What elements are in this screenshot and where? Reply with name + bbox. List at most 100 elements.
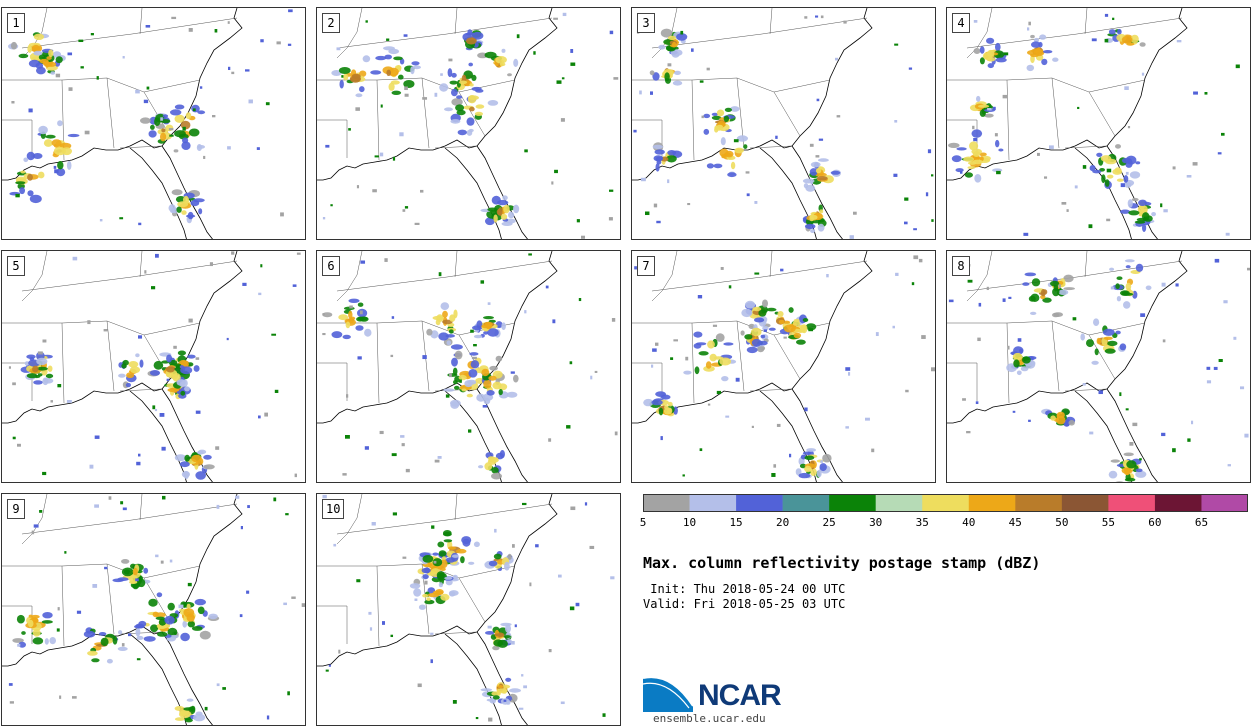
scattered-echo [274, 389, 279, 393]
scattered-echo [533, 51, 536, 55]
scattered-echo [512, 544, 515, 548]
scattered-echo [594, 370, 598, 373]
reflectivity-cell [176, 206, 182, 213]
scattered-echo [773, 464, 777, 468]
reflectivity-cell [658, 44, 666, 50]
scattered-echo [931, 219, 934, 222]
scattered-echo [1066, 209, 1069, 212]
coastline [317, 8, 558, 181]
reflectivity-cell [191, 454, 202, 463]
reflectivity-cell [1103, 336, 1113, 340]
reflectivity-cell [203, 454, 212, 460]
scattered-echo [33, 524, 39, 528]
scattered-echo [195, 410, 201, 414]
reflectivity-cell [32, 365, 39, 373]
scattered-echo [809, 143, 814, 147]
scattered-echo [728, 285, 732, 289]
scattered-echo [487, 625, 492, 629]
scattered-echo [925, 192, 929, 197]
scattered-echo [570, 506, 576, 511]
scattered-echo [1104, 38, 1109, 43]
scattered-echo [1218, 359, 1223, 363]
scattered-echo [960, 171, 963, 174]
reflectivity-cell [509, 688, 521, 693]
reflectivity-cell [184, 454, 190, 462]
reflectivity-cell [724, 107, 732, 112]
coastline [317, 251, 558, 424]
scattered-echo [294, 473, 297, 478]
scattered-echo [1163, 209, 1168, 213]
scattered-echo [523, 685, 528, 689]
reflectivity-cell [707, 340, 715, 349]
scattered-echo [1049, 145, 1054, 150]
reflectivity-cell [351, 73, 361, 79]
scattered-echo [670, 357, 674, 360]
reflectivity-cell [466, 37, 477, 45]
scattered-echo [589, 545, 595, 549]
reflectivity-cell [743, 144, 748, 150]
reflectivity-cell [180, 390, 186, 396]
reflectivity-cell [752, 306, 762, 312]
scattered-echo [1119, 392, 1122, 397]
reflectivity-cell [505, 624, 511, 633]
reflectivity-cell [1116, 296, 1121, 302]
reflectivity-cell [172, 373, 181, 382]
reflectivity-cell [411, 61, 420, 66]
scattered-echo [296, 252, 301, 255]
scattered-echo [667, 63, 672, 67]
scattered-echo [152, 405, 156, 410]
reflectivity-cell [734, 147, 744, 154]
scattered-echo [1223, 300, 1228, 304]
state-border [458, 91, 486, 137]
colorbar-tick-label: 40 [962, 516, 976, 529]
reflectivity-cell [183, 608, 195, 617]
scattered-echo [192, 108, 196, 112]
scattered-echo [905, 389, 909, 393]
reflectivity-cell [1096, 337, 1102, 345]
scattered-echo [720, 267, 724, 270]
scattered-echo [357, 356, 362, 360]
reflectivity-cell [154, 117, 161, 126]
reflectivity-cell [183, 472, 190, 476]
scattered-echo [518, 707, 524, 710]
scattered-echo [921, 335, 926, 339]
reflectivity-cell [30, 614, 40, 619]
scattered-echo [175, 365, 180, 369]
reflectivity-cell [483, 316, 494, 320]
state-border [947, 362, 978, 401]
state-border [21, 17, 238, 49]
scattered-echo [895, 272, 899, 276]
reflectivity-cell [439, 83, 449, 92]
reflectivity-cell [501, 48, 506, 53]
reflectivity-cell [57, 161, 64, 170]
scattered-echo [248, 99, 253, 104]
scattered-echo [1044, 176, 1048, 179]
reflectivity-cell [174, 717, 185, 721]
scattered-echo [996, 170, 1001, 175]
scattered-echo [1162, 339, 1166, 343]
scattered-echo [1187, 438, 1191, 442]
member-number: 4 [952, 13, 970, 33]
reflectivity-cell [1107, 340, 1118, 347]
scattered-echo [138, 453, 141, 457]
reflectivity-cell [167, 602, 175, 611]
reflectivity-cell [451, 72, 457, 78]
scattered-echo [12, 436, 16, 440]
reflectivity-cell [446, 340, 452, 346]
state-border [106, 320, 115, 392]
reflectivity-cell [1013, 346, 1024, 355]
scattered-echo [228, 66, 231, 71]
reflectivity-cell [55, 56, 63, 64]
reflectivity-cell [501, 322, 506, 330]
scattered-echo [771, 473, 776, 477]
reflectivity-cell [488, 560, 498, 567]
scattered-echo [992, 106, 996, 111]
scattered-echo [1244, 433, 1249, 438]
reflectivity-cell [444, 576, 453, 580]
reflectivity-cell [135, 353, 140, 358]
reflectivity-cell [449, 314, 456, 322]
scattered-echo [548, 649, 552, 653]
reflectivity-cell [498, 383, 508, 391]
reflectivity-cell [721, 376, 729, 382]
reflectivity-cell [44, 61, 50, 68]
